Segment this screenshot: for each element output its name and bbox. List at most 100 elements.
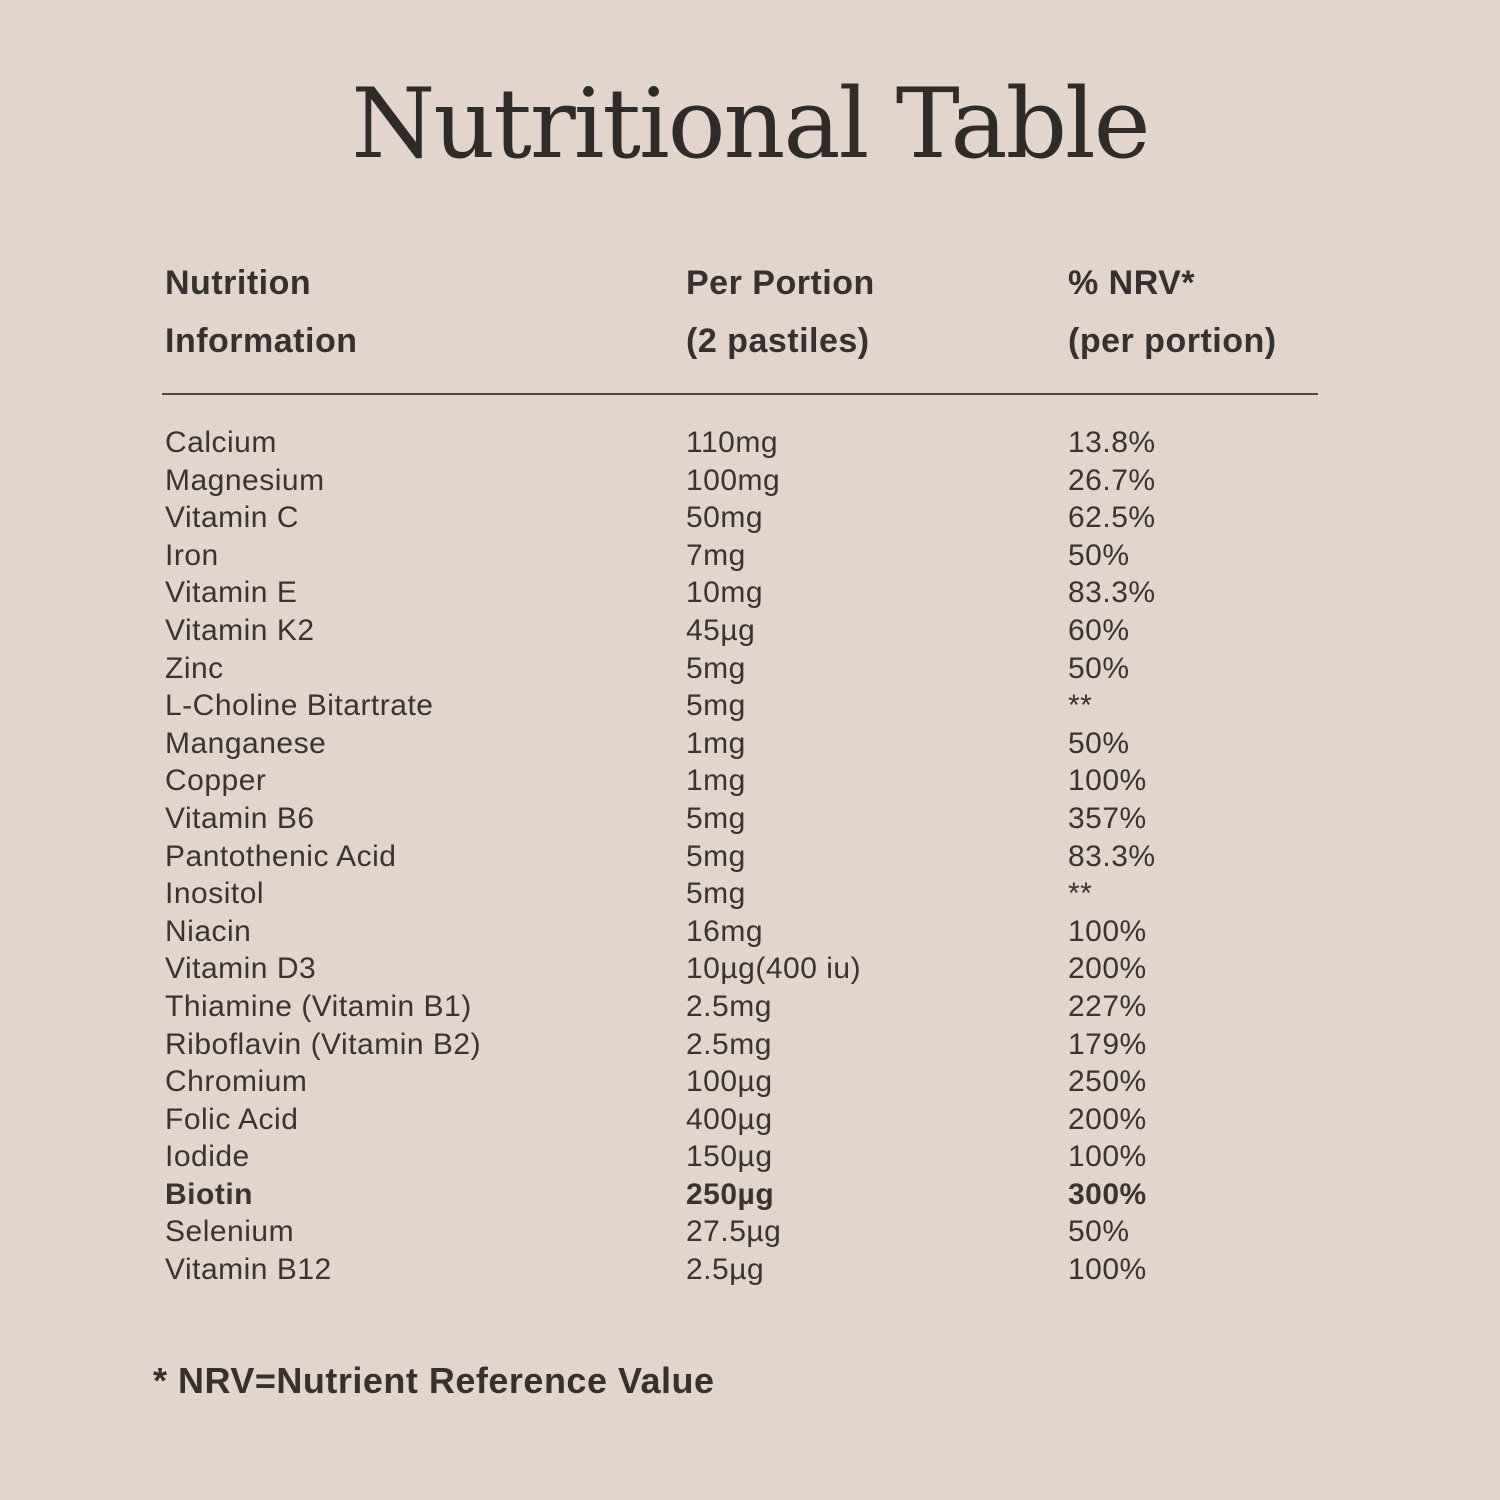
- table-row: Iron 7mg 50%: [165, 537, 1353, 575]
- page-title: Nutritional Table: [351, 68, 1150, 180]
- table-row: Vitamin C 50mg 62.5%: [165, 499, 1353, 537]
- nrv-percent: 100%: [1068, 764, 1147, 798]
- amount-per-portion: 150µg: [686, 1140, 773, 1174]
- table-row: Vitamin B6 5mg 357%: [165, 800, 1353, 838]
- nutrient-name: Niacin: [165, 914, 252, 948]
- amount-per-portion: 10µg(400 iu): [686, 952, 862, 986]
- nutrient-name: Iodide: [165, 1140, 250, 1174]
- table-row: Thiamine (Vitamin B1) 2.5mg 227%: [165, 988, 1353, 1026]
- nutrient-name: Pantothenic Acid: [165, 839, 397, 873]
- nrv-percent: **: [1068, 689, 1093, 723]
- nrv-percent: 100%: [1068, 914, 1147, 948]
- nutrient-name: Vitamin C: [165, 501, 299, 535]
- table-row: L-Choline Bitartrate 5mg **: [165, 687, 1353, 725]
- table-row: Copper 1mg 100%: [165, 762, 1353, 800]
- nutrient-name: Chromium: [165, 1065, 308, 1099]
- header-per-portion-line2: (2 pastiles): [686, 322, 870, 360]
- amount-per-portion: 1mg: [686, 764, 746, 798]
- nrv-percent: 250%: [1068, 1065, 1147, 1099]
- nutrient-name: Vitamin E: [165, 576, 298, 610]
- nrv-percent: 62.5%: [1068, 501, 1156, 535]
- nutrient-name: Iron: [165, 538, 219, 572]
- header-nrv: % NRV* (per portion): [1068, 254, 1348, 370]
- nutrient-name: Vitamin B12: [165, 1253, 332, 1287]
- nutrient-name: Biotin: [165, 1177, 253, 1211]
- nrv-percent: 26.7%: [1068, 463, 1156, 497]
- table-row: Magnesium 100mg 26.7%: [165, 462, 1353, 500]
- table-row: Vitamin B12 2.5µg 100%: [165, 1251, 1353, 1289]
- amount-per-portion: 100mg: [686, 463, 781, 497]
- nrv-percent: 100%: [1068, 1140, 1147, 1174]
- table-row: Calcium 110mg 13.8%: [165, 424, 1353, 462]
- amount-per-portion: 5mg: [686, 689, 746, 723]
- amount-per-portion: 50mg: [686, 501, 764, 535]
- amount-per-portion: 2.5mg: [686, 989, 772, 1023]
- header-nrv-line1: % NRV*: [1068, 264, 1196, 302]
- nrv-percent: 50%: [1068, 1215, 1130, 1249]
- nrv-percent: 200%: [1068, 952, 1147, 986]
- nutrient-name: Vitamin B6: [165, 801, 315, 835]
- amount-per-portion: 2.5mg: [686, 1027, 772, 1061]
- nrv-percent: 83.3%: [1068, 839, 1156, 873]
- nrv-percent: 300%: [1068, 1177, 1147, 1211]
- nrv-percent: 200%: [1068, 1102, 1147, 1136]
- header-nutrition-information: Nutrition Information: [165, 254, 686, 370]
- amount-per-portion: 250µg: [686, 1177, 775, 1211]
- table-row: Vitamin D3 10µg(400 iu) 200%: [165, 950, 1353, 988]
- amount-per-portion: 7mg: [686, 538, 746, 572]
- nutrient-name: Folic Acid: [165, 1102, 299, 1136]
- table-row: Manganese 1mg 50%: [165, 725, 1353, 763]
- amount-per-portion: 400µg: [686, 1102, 773, 1136]
- nutrition-table-body: Calcium 110mg 13.8% Magnesium 100mg 26.7…: [165, 424, 1353, 1289]
- header-nutrition-line1: Nutrition: [165, 264, 312, 302]
- amount-per-portion: 16mg: [686, 914, 764, 948]
- nutrient-name: Manganese: [165, 726, 327, 760]
- table-row: Selenium 27.5µg 50%: [165, 1213, 1353, 1251]
- nutrient-name: Copper: [165, 764, 267, 798]
- amount-per-portion: 27.5µg: [686, 1215, 782, 1249]
- header-divider-line: [162, 393, 1318, 395]
- nutrient-name: Vitamin K2: [165, 613, 315, 647]
- table-row: Inositol 5mg **: [165, 875, 1353, 913]
- nutrient-name: Magnesium: [165, 463, 325, 497]
- nrv-percent: 50%: [1068, 726, 1130, 760]
- nrv-percent: 50%: [1068, 538, 1130, 572]
- nutrient-name: Inositol: [165, 877, 265, 911]
- nrv-percent: 227%: [1068, 989, 1147, 1023]
- nutrient-name: Thiamine (Vitamin B1): [165, 989, 472, 1023]
- header-nutrition-line2: Information: [165, 322, 358, 360]
- table-row: Chromium 100µg 250%: [165, 1063, 1353, 1101]
- nutrient-name: L-Choline Bitartrate: [165, 689, 434, 723]
- nutrient-name: Calcium: [165, 426, 277, 459]
- header-nrv-line2: (per portion): [1068, 322, 1277, 360]
- table-row: Niacin 16mg 100%: [165, 913, 1353, 951]
- amount-per-portion: 5mg: [686, 651, 746, 685]
- amount-per-portion: 5mg: [686, 839, 746, 873]
- nutrient-name: Zinc: [165, 651, 224, 685]
- nrv-footnote: * NRV=Nutrient Reference Value: [153, 1360, 715, 1401]
- amount-per-portion: 110mg: [686, 426, 779, 459]
- amount-per-portion: 100µg: [686, 1065, 773, 1099]
- nrv-percent: 100%: [1068, 1253, 1147, 1287]
- nrv-percent: 13.8%: [1068, 426, 1156, 459]
- table-row: Vitamin K2 45µg 60%: [165, 612, 1353, 650]
- nrv-percent: 60%: [1068, 613, 1130, 647]
- table-row: Vitamin E 10mg 83.3%: [165, 574, 1353, 612]
- nrv-percent: 83.3%: [1068, 576, 1156, 610]
- nrv-percent: 50%: [1068, 651, 1130, 685]
- amount-per-portion: 45µg: [686, 613, 756, 647]
- table-row: Biotin 250µg 300%: [165, 1176, 1353, 1214]
- nrv-percent: 357%: [1068, 801, 1147, 835]
- amount-per-portion: 5mg: [686, 877, 746, 911]
- header-per-portion-line1: Per Portion: [686, 264, 875, 302]
- table-row: Pantothenic Acid 5mg 83.3%: [165, 838, 1353, 876]
- amount-per-portion: 1mg: [686, 726, 746, 760]
- amount-per-portion: 5mg: [686, 801, 746, 835]
- amount-per-portion: 2.5µg: [686, 1253, 765, 1287]
- table-header-row: Nutrition Information Per Portion (2 pas…: [165, 254, 1348, 370]
- amount-per-portion: 10mg: [686, 576, 764, 610]
- nrv-percent: 179%: [1068, 1027, 1147, 1061]
- nutrient-name: Riboflavin (Vitamin B2): [165, 1027, 482, 1061]
- nrv-percent: **: [1068, 877, 1093, 911]
